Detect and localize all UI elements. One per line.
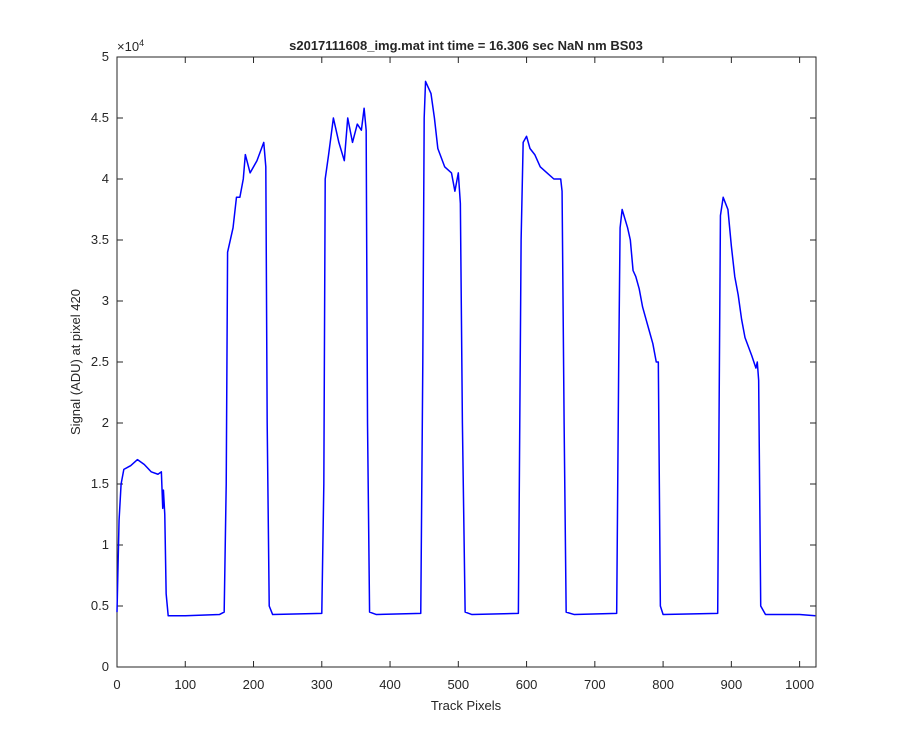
x-tick-label: 600 (516, 677, 538, 692)
chart-title: s2017111608_img.mat int time = 16.306 se… (289, 38, 643, 53)
y-multiplier-exponent: 4 (139, 38, 144, 48)
y-tick-label: 4 (102, 171, 109, 186)
x-tick-label: 200 (243, 677, 265, 692)
x-tick-label: 100 (174, 677, 196, 692)
x-tick-label: 1000 (785, 677, 814, 692)
y-tick-label: 5 (102, 49, 109, 64)
x-tick-label: 300 (311, 677, 333, 692)
x-tick-label: 700 (584, 677, 606, 692)
y-multiplier-base: ×10 (117, 39, 139, 54)
y-tick-label: 0 (102, 659, 109, 674)
x-tick-label: 900 (721, 677, 743, 692)
x-tick-label: 0 (113, 677, 120, 692)
x-axis-label: Track Pixels (431, 698, 502, 713)
x-tick-label: 400 (379, 677, 401, 692)
y-tick-label: 2 (102, 415, 109, 430)
x-tick-label: 500 (447, 677, 469, 692)
y-tick-label: 2.5 (91, 354, 109, 369)
plot-area (116, 56, 817, 668)
x-tick-label: 800 (652, 677, 674, 692)
y-tick-label: 3 (102, 293, 109, 308)
signal-line (116, 80, 816, 617)
y-tick-label: 3.5 (91, 232, 109, 247)
y-tick-label: 1.5 (91, 476, 109, 491)
y-multiplier: ×104 (117, 38, 144, 54)
y-tick-label: 0.5 (91, 598, 109, 613)
y-tick-label: 1 (102, 537, 109, 552)
y-axis-label: Signal (ADU) at pixel 420 (68, 289, 83, 435)
y-tick-label: 4.5 (91, 110, 109, 125)
